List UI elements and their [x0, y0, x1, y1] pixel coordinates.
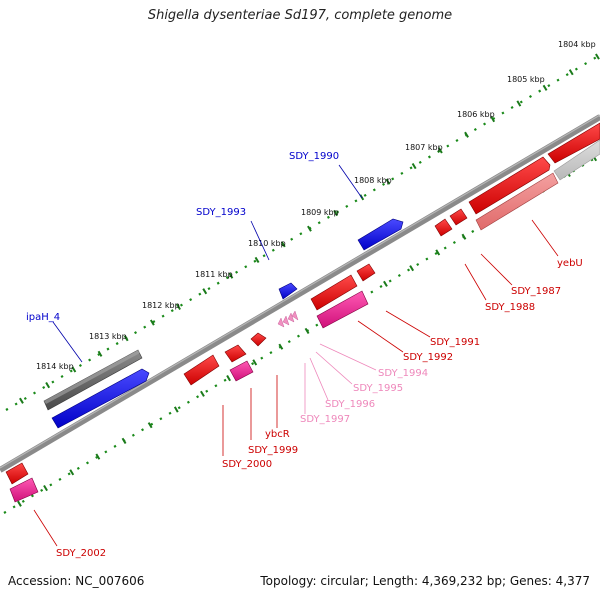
scale-tick	[71, 366, 77, 373]
scale-tick	[542, 84, 548, 91]
scale-tick	[95, 453, 101, 460]
feature-SDY_1988-b[interactable]	[449, 208, 468, 226]
feature-SDY_1999-pink[interactable]	[229, 360, 254, 382]
scale-label-1810: 1810 kbp	[248, 239, 286, 248]
scale-tick	[97, 350, 103, 357]
gene-label-SDY_1999[interactable]: SDY_1999	[248, 445, 298, 456]
feature-SDY_1987[interactable]	[468, 156, 551, 215]
scale-tick	[17, 500, 22, 507]
scale-tick	[333, 209, 339, 217]
feature-SDY_1990[interactable]	[357, 218, 404, 251]
gene-label-SDY_2002[interactable]: SDY_2002	[56, 548, 106, 559]
scale-tick	[147, 422, 153, 429]
gene-label-SDY_1988[interactable]: SDY_1988	[485, 302, 535, 313]
scale-tick	[383, 280, 388, 287]
feature-ybcR[interactable]	[250, 332, 267, 347]
gene-label-ybcR[interactable]: ybcR	[265, 429, 290, 440]
feature-SDY_1999[interactable]	[224, 344, 247, 363]
scale-tick	[516, 100, 522, 107]
scale-tick	[69, 469, 75, 476]
scale-tick	[409, 265, 415, 272]
feature-ipaH_4[interactable]	[51, 368, 150, 429]
scale-tick	[385, 178, 391, 185]
scale-label-1814: 1814 kbp	[36, 362, 74, 371]
scale-label-1811: 1811 kbp	[195, 270, 233, 279]
gene-label-SDY_1987[interactable]: SDY_1987	[511, 286, 561, 297]
scale-tick	[121, 437, 127, 445]
feature-yebU[interactable]	[475, 172, 559, 231]
gene-label-SDY_1996[interactable]: SDY_1996	[325, 399, 375, 410]
scale-label-1806: 1806 kbp	[457, 110, 495, 119]
feature-SDY_1991-red[interactable]	[356, 263, 376, 282]
gene-label-SDY_1997[interactable]: SDY_1997	[300, 414, 350, 425]
scale-label-1804: 1804 kbp	[558, 40, 596, 49]
scale-label-1813: 1813 kbp	[89, 332, 127, 341]
scale-tick	[252, 359, 258, 366]
scale-tick	[278, 343, 284, 350]
feature-SDY_2002[interactable]	[9, 477, 39, 503]
feature-grey-upper-right[interactable]	[553, 139, 600, 181]
forward-features	[43, 139, 600, 429]
scale-label-1812: 1812 kbp	[142, 301, 180, 310]
feature-red-upper-right[interactable]	[547, 122, 600, 164]
feature-SDY_1992[interactable]	[310, 274, 358, 311]
gene-label-SDY_1993[interactable]: SDY_1993	[196, 207, 246, 218]
scale-tick	[200, 390, 205, 397]
feature-SDY_1993[interactable]	[278, 282, 298, 300]
genome-backbone	[0, 114, 600, 473]
outer-scale	[5, 53, 600, 411]
gene-labels: SDY_1990 SDY_1993 ipaH_4 yebU SDY_1987 S…	[26, 151, 583, 559]
scale-tick	[304, 327, 310, 335]
topology-text: Topology: circular; Length: 4,369,232 bp…	[260, 574, 590, 588]
scale-major-ticks	[19, 53, 600, 404]
scale-tick	[280, 241, 286, 248]
scale-tick	[254, 256, 260, 264]
scale-label-1805: 1805 kbp	[507, 75, 545, 84]
scale-tick	[411, 162, 417, 170]
scale-tick	[19, 397, 24, 404]
feature-SDY_2000[interactable]	[183, 354, 220, 386]
scale-tick	[45, 381, 51, 389]
gene-label-SDY_1991[interactable]: SDY_1991	[430, 337, 480, 348]
gene-label-SDY_2000[interactable]: SDY_2000	[222, 459, 272, 470]
scale-tick	[43, 484, 48, 492]
scale-label-1809: 1809 kbp	[301, 208, 339, 217]
feature-SDY_1991[interactable]	[316, 290, 369, 329]
scale-tick	[464, 131, 469, 138]
gene-label-ipaH_4[interactable]: ipaH_4	[26, 312, 60, 323]
gene-label-SDY_1994[interactable]: SDY_1994	[378, 368, 428, 379]
reverse-features	[5, 122, 600, 503]
gene-label-SDY_1992[interactable]: SDY_1992	[403, 352, 453, 363]
scale-label-1807: 1807 kbp	[405, 143, 443, 152]
scale-tick	[307, 225, 312, 232]
scale-tick	[228, 272, 234, 279]
gene-label-SDY_1995[interactable]: SDY_1995	[353, 383, 403, 394]
map-title: Shigella dysenteriae Sd197, complete gen…	[147, 8, 453, 23]
gene-label-yebU[interactable]: yebU	[557, 258, 583, 269]
accession-text: Accession: NC_007606	[8, 574, 145, 588]
scale-tick	[149, 319, 155, 326]
leader-lines	[33, 164, 559, 547]
scale-tick	[461, 233, 467, 240]
scale-tick	[568, 69, 574, 76]
scale-tick	[176, 303, 181, 311]
scale-tick	[202, 288, 208, 295]
scale-tick	[173, 406, 179, 413]
scale-tick	[123, 335, 129, 342]
feature-SDY_2002-red[interactable]	[5, 462, 29, 485]
scale-tick	[595, 53, 600, 60]
scale-labels: 1804 kbp 1805 kbp 1806 kbp 1807 kbp 1808…	[36, 40, 596, 371]
scale-tick	[435, 249, 441, 256]
gene-label-SDY_1990[interactable]: SDY_1990	[289, 151, 339, 162]
feature-SDY_1988-a[interactable]	[434, 218, 453, 237]
feature-rna-cluster[interactable]	[277, 310, 299, 328]
scale-label-1808: 1808 kbp	[354, 176, 392, 185]
scale-tick	[490, 116, 496, 123]
scale-tick	[226, 375, 231, 382]
scale-tick	[437, 147, 443, 154]
